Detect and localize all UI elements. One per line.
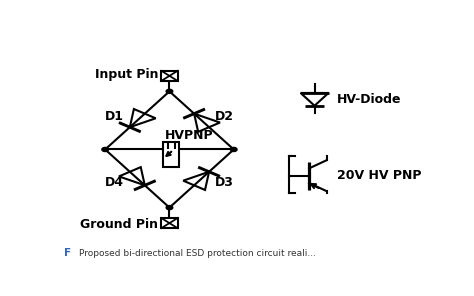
Circle shape (166, 89, 173, 94)
Text: Ground Pin: Ground Pin (81, 218, 158, 231)
Bar (161, 218, 178, 228)
Text: D2: D2 (215, 110, 234, 123)
Text: F: F (64, 248, 71, 258)
Text: 20V HV PNP: 20V HV PNP (337, 169, 422, 182)
Text: D4: D4 (105, 176, 124, 189)
Circle shape (102, 147, 109, 152)
Text: D3: D3 (215, 176, 234, 189)
Circle shape (166, 205, 173, 210)
Text: Proposed bi-directional ESD protection circuit reali...: Proposed bi-directional ESD protection c… (80, 250, 317, 258)
Circle shape (230, 147, 237, 152)
Text: HV-Diode: HV-Diode (337, 93, 402, 106)
Bar (161, 71, 178, 81)
Bar (163, 141, 179, 167)
Text: D1: D1 (105, 110, 124, 123)
Text: HVPNP: HVPNP (165, 128, 214, 141)
Text: Input Pin: Input Pin (95, 68, 158, 81)
